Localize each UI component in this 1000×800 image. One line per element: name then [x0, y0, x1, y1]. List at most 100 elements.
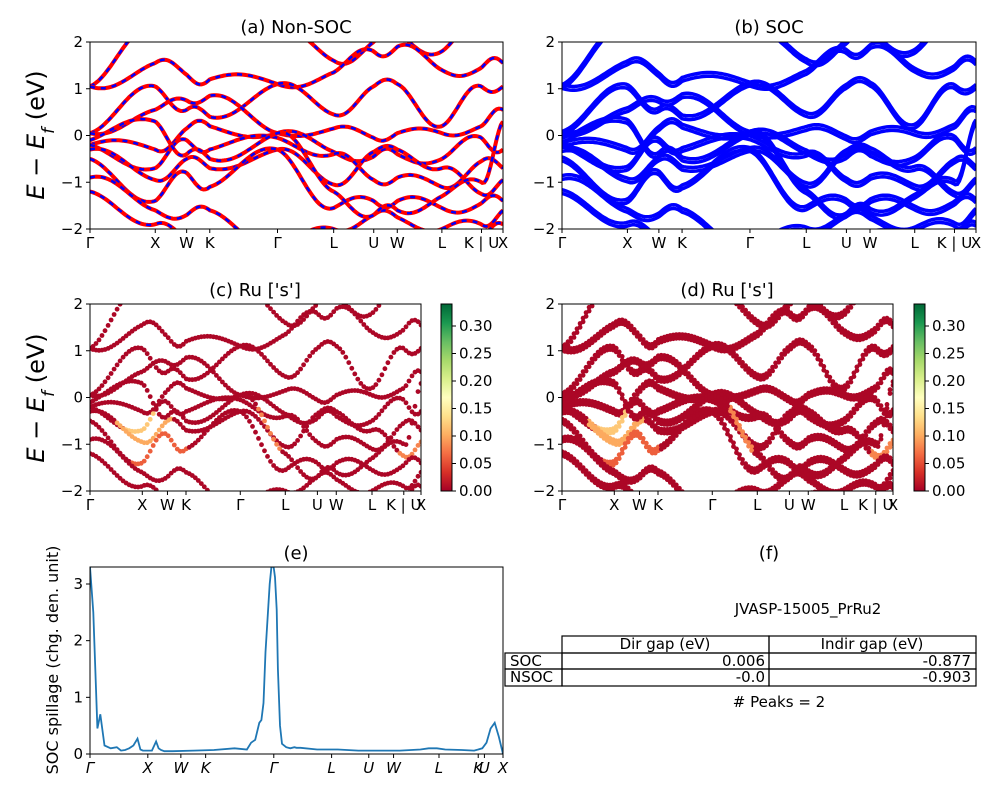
projection-dot	[887, 391, 893, 396]
projection-dot	[876, 293, 881, 298]
projection-dot	[160, 284, 165, 289]
projection-dot	[809, 348, 815, 353]
projection-dot	[418, 483, 421, 489]
projection-dot	[731, 444, 736, 449]
projection-dot	[256, 349, 261, 354]
projection-dot	[851, 448, 857, 454]
projection-dot	[114, 362, 120, 368]
projection-dot	[653, 268, 658, 273]
projection-dot	[803, 469, 809, 474]
projection-dot	[180, 373, 186, 379]
projection-dot	[734, 507, 739, 512]
x-tick-label: L	[802, 234, 811, 252]
projection-dot	[322, 501, 327, 506]
projection-dot	[803, 311, 809, 316]
soc-band-dashed-line	[90, 119, 503, 165]
projection-dot	[650, 270, 655, 275]
projection-dot	[283, 488, 288, 491]
projection-dot	[175, 267, 180, 272]
projection-dot	[731, 508, 736, 513]
projection-dot	[881, 375, 887, 381]
projection-dot	[596, 292, 601, 297]
panel-b-title: (b) SOC	[734, 17, 803, 38]
projection-dot	[193, 279, 198, 284]
projection-dot	[413, 295, 418, 300]
projection-dot	[295, 370, 300, 376]
projection-dot	[571, 429, 577, 435]
projection-dot	[379, 372, 385, 378]
projection-dot	[247, 502, 252, 507]
projection-dot	[136, 286, 141, 291]
projection-dot	[779, 355, 785, 361]
projection-dot	[111, 470, 117, 475]
projection-dot	[349, 492, 354, 497]
projection-dot	[391, 431, 397, 436]
projection-dot	[851, 431, 857, 437]
projection-dot	[728, 437, 733, 443]
projection-dot	[153, 365, 159, 370]
projection-dot	[150, 400, 156, 406]
panel-e-ylabel: SOC spillage (chg. den. unit)	[43, 546, 62, 775]
projection-dot	[800, 286, 805, 291]
projection-dot	[734, 420, 739, 426]
x-tick-label: L	[435, 759, 443, 777]
projection-dot	[169, 273, 174, 278]
projection-dot	[153, 437, 159, 443]
projection-dot	[845, 308, 851, 314]
projection-dot	[683, 422, 688, 428]
projection-dot	[271, 507, 276, 512]
projection-dot	[647, 507, 652, 512]
projection-dot	[719, 508, 724, 513]
projection-dot	[695, 505, 700, 510]
projection-dot	[719, 500, 724, 505]
projection-dot	[175, 505, 180, 510]
projection-dot	[593, 295, 598, 300]
projection-dot	[622, 444, 628, 450]
projection-dot	[824, 495, 829, 500]
projection-dot	[872, 388, 878, 393]
projection-dot	[406, 435, 412, 440]
projection-dot	[253, 510, 258, 515]
projection-dot	[884, 449, 890, 455]
projection-dot	[373, 382, 379, 387]
table-material-title: JVASP-15005_PrRu2	[734, 600, 882, 619]
projection-dot	[141, 426, 147, 431]
projection-dot	[223, 503, 228, 508]
projection-dot	[728, 408, 733, 414]
projection-dot	[652, 343, 658, 349]
projection-dot	[677, 498, 682, 503]
x-tick-label: W	[390, 234, 405, 252]
projection-dot	[304, 423, 310, 429]
projection-dot	[244, 414, 249, 420]
x-tick-label: Γ	[270, 759, 280, 777]
projection-dot	[701, 506, 706, 511]
projection-dot	[409, 451, 415, 457]
projection-dot	[304, 357, 310, 363]
projection-dot	[861, 290, 866, 295]
projection-dot	[767, 499, 772, 504]
projection-dot	[626, 292, 631, 297]
projection-dot	[773, 430, 778, 436]
projection-dot	[888, 290, 893, 295]
projection-dot	[142, 289, 147, 294]
projection-dot	[268, 431, 273, 436]
projection-dot	[845, 417, 851, 422]
projection-dot	[848, 451, 854, 457]
projection-dot	[616, 389, 622, 395]
projection-dot	[286, 329, 291, 334]
projection-dot	[764, 463, 769, 468]
x-tick-label: Γ	[86, 496, 95, 514]
projection-dot	[196, 500, 201, 505]
projection-dot	[767, 372, 772, 377]
projection-dot	[638, 279, 643, 284]
projection-dot	[617, 293, 622, 298]
colorbar-tick-label: 0.00	[932, 482, 965, 500]
projection-dot	[352, 488, 358, 491]
projection-dot	[758, 455, 763, 461]
projection-dot	[376, 412, 382, 417]
projection-dot	[105, 464, 111, 469]
projection-dot	[159, 394, 165, 399]
projection-dot	[746, 508, 751, 513]
projection-dot	[310, 415, 316, 421]
projection-dot	[379, 447, 385, 452]
